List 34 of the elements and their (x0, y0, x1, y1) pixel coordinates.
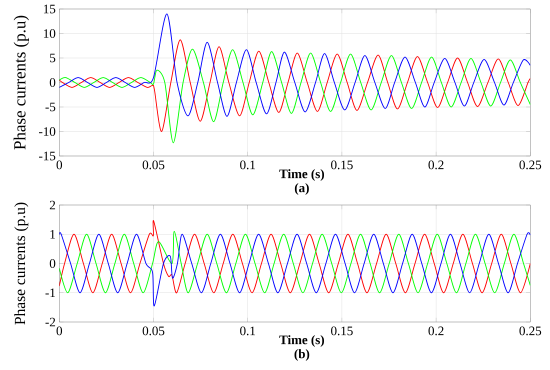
y-axis-title: Phase currents (p.u) (14, 202, 28, 325)
y-tick-label: -15 (39, 152, 56, 160)
x-tick-label: 0.05 (142, 326, 164, 336)
x-tick-label: 0 (56, 326, 62, 336)
x-tick-label: 0.05 (142, 160, 164, 170)
y-tick-label: 15 (44, 4, 56, 14)
text: (a) (294, 183, 309, 195)
line-series (59, 234, 530, 306)
y-axis-title: Phase currents (p.u) (14, 16, 29, 150)
y-tick-label: -1 (45, 288, 56, 298)
x-tick-label: 0.25 (519, 326, 542, 336)
x-axis-title: Time (s) (279, 169, 324, 181)
x-tick-label: 0 (56, 160, 62, 170)
x-tick-label: 0.25 (519, 160, 542, 170)
text: (b) (294, 349, 310, 361)
y-tick-label: 1 (50, 230, 56, 239)
y-tick-label: 0 (50, 259, 56, 268)
y-tick-label: 10 (44, 29, 56, 38)
line-series (59, 13, 530, 117)
y-tick-label: 5 (50, 54, 56, 62)
y-tick-label: -2 (45, 318, 56, 326)
x-tick-label: 0.15 (331, 160, 353, 170)
y-tick-label: -10 (39, 127, 56, 136)
x-axis-title: Time (s) (279, 335, 324, 347)
line-series (59, 39, 530, 132)
x-tick-label: 0.1 (240, 326, 256, 336)
line-series (59, 48, 530, 144)
x-tick-label: 0.2 (428, 326, 444, 336)
y-tick-label: 2 (50, 200, 56, 210)
x-tick-label: 0.15 (331, 326, 353, 336)
x-tick-label: 0.1 (240, 160, 256, 170)
x-tick-label: 0.2 (428, 160, 444, 170)
y-tick-label: -5 (45, 102, 56, 112)
y-tick-label: 0 (50, 78, 56, 87)
